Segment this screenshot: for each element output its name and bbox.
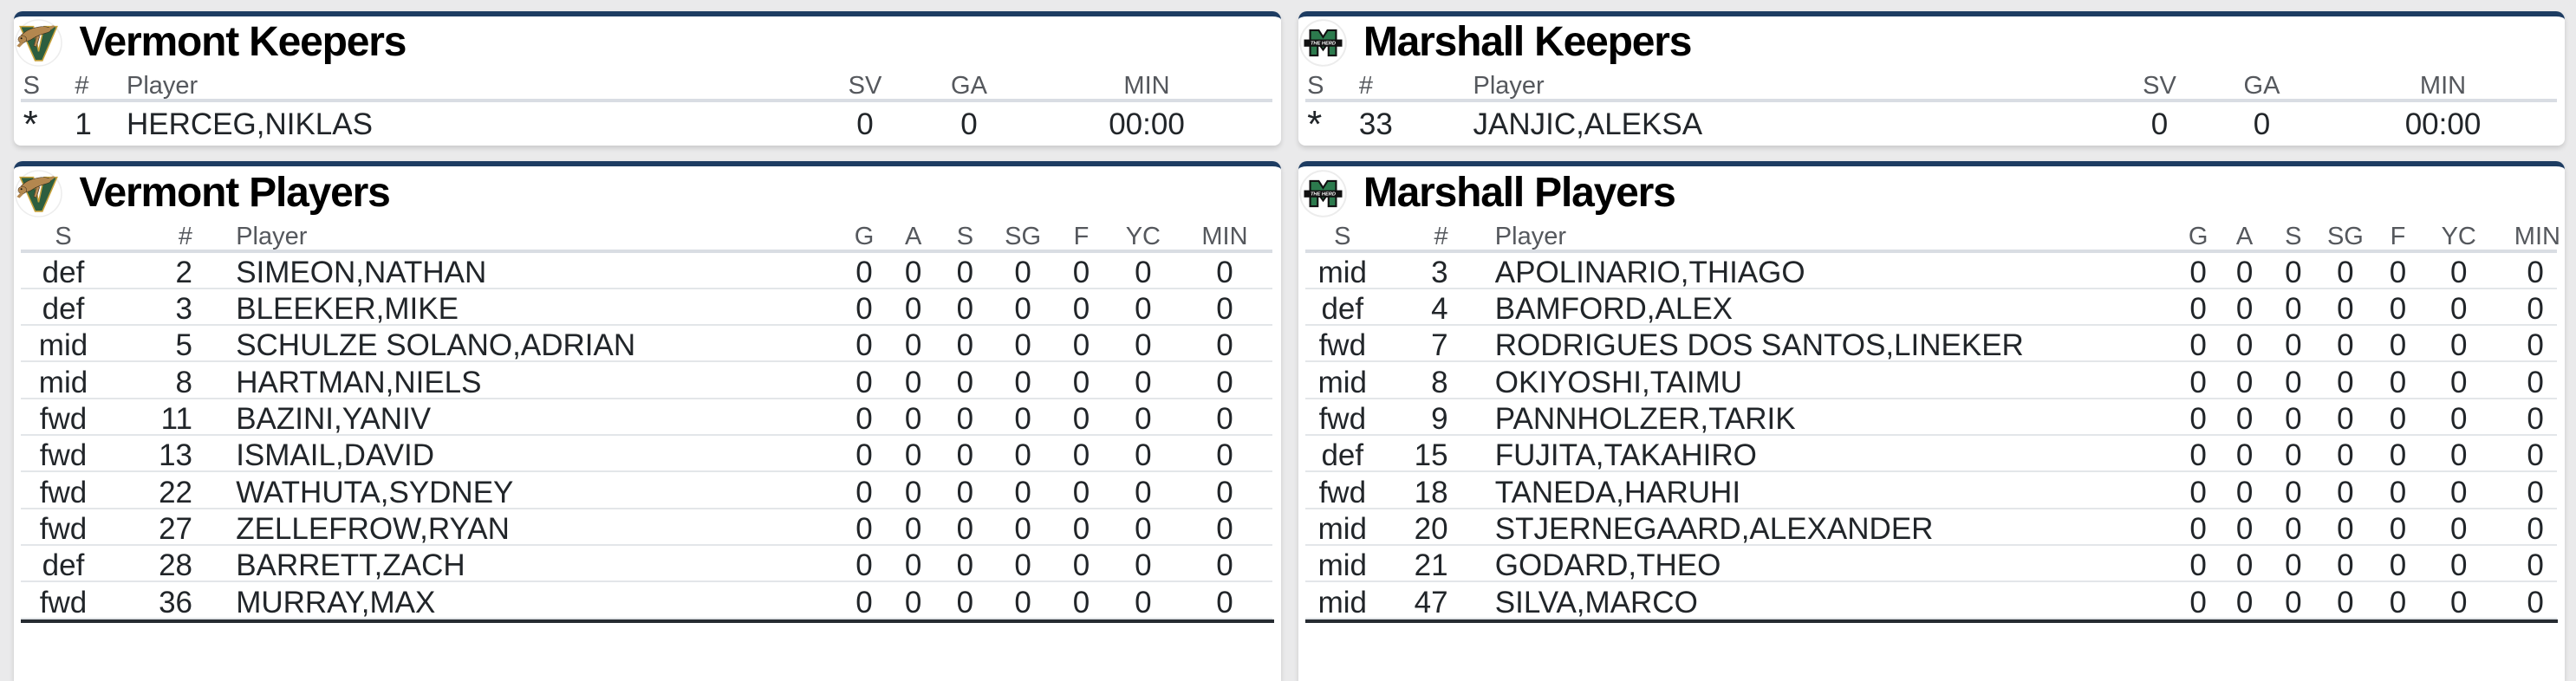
svg-text:THE HERD: THE HERD bbox=[1311, 191, 1336, 197]
svg-text:THE HERD: THE HERD bbox=[1311, 42, 1336, 47]
